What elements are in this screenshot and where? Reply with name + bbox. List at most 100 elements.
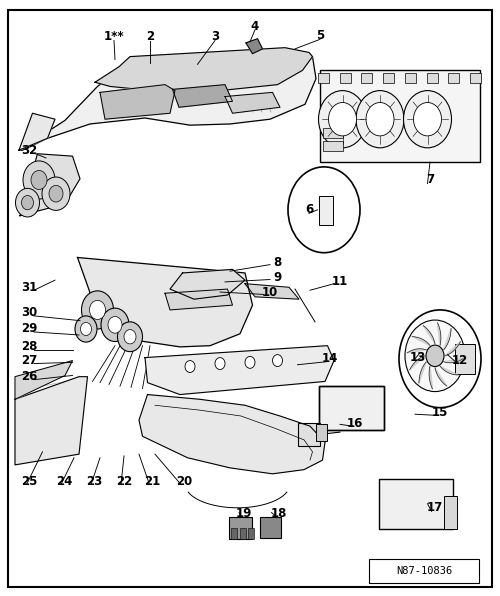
Bar	[322, 141, 342, 151]
Polygon shape	[15, 361, 72, 399]
Text: 2: 2	[146, 30, 154, 44]
Text: 26: 26	[21, 370, 37, 383]
Polygon shape	[15, 377, 88, 465]
Bar	[455, 344, 475, 374]
Polygon shape	[423, 325, 435, 344]
Text: 29: 29	[21, 322, 37, 336]
Polygon shape	[78, 257, 252, 347]
Circle shape	[108, 316, 122, 333]
Circle shape	[49, 185, 63, 202]
Text: 25: 25	[21, 475, 37, 488]
Text: 32: 32	[21, 144, 37, 157]
Bar	[379, 479, 453, 529]
Bar	[319, 386, 384, 430]
Text: 7: 7	[426, 173, 434, 187]
Bar	[470, 73, 481, 83]
Polygon shape	[19, 51, 316, 150]
Polygon shape	[172, 85, 233, 107]
Text: 14: 14	[322, 352, 338, 365]
Circle shape	[22, 195, 34, 210]
Circle shape	[75, 316, 97, 342]
Circle shape	[356, 91, 404, 148]
Text: 5: 5	[316, 29, 324, 42]
Polygon shape	[225, 92, 280, 113]
Bar	[405, 73, 416, 83]
Text: 21: 21	[144, 475, 160, 488]
Text: 10: 10	[262, 285, 278, 299]
Text: N87-10836: N87-10836	[396, 566, 452, 576]
Circle shape	[80, 322, 92, 336]
Polygon shape	[170, 269, 245, 299]
Circle shape	[31, 170, 47, 190]
Circle shape	[288, 167, 360, 253]
Text: 12: 12	[452, 354, 468, 367]
Bar	[444, 496, 456, 529]
Text: 17: 17	[427, 501, 443, 514]
Bar	[260, 517, 281, 538]
Text: 9: 9	[274, 271, 281, 284]
Polygon shape	[407, 349, 426, 353]
Bar	[248, 528, 254, 539]
Bar	[318, 73, 329, 83]
Circle shape	[16, 188, 40, 217]
Polygon shape	[445, 342, 460, 356]
Polygon shape	[444, 328, 451, 350]
Circle shape	[185, 361, 195, 372]
Text: 23: 23	[86, 475, 102, 488]
Circle shape	[101, 308, 129, 342]
Text: 30: 30	[21, 306, 37, 319]
Bar	[319, 386, 384, 430]
Bar	[240, 528, 246, 539]
Text: 20: 20	[176, 475, 192, 488]
Text: 24: 24	[56, 475, 72, 488]
Bar	[316, 424, 327, 441]
Bar	[298, 423, 320, 446]
Text: 6: 6	[305, 203, 313, 216]
Text: 27: 27	[21, 354, 37, 367]
Bar	[362, 73, 372, 83]
Text: 19: 19	[236, 507, 252, 520]
Bar	[231, 528, 237, 539]
Polygon shape	[95, 48, 312, 92]
Bar	[383, 73, 394, 83]
Circle shape	[399, 310, 481, 408]
Polygon shape	[100, 85, 175, 119]
Polygon shape	[444, 359, 463, 363]
Circle shape	[414, 103, 442, 136]
Text: 28: 28	[21, 340, 37, 353]
Circle shape	[90, 300, 106, 319]
Polygon shape	[245, 284, 299, 299]
Text: 8: 8	[274, 256, 281, 269]
Bar	[340, 73, 350, 83]
Polygon shape	[440, 366, 458, 375]
Polygon shape	[145, 346, 334, 395]
Circle shape	[124, 330, 136, 344]
Circle shape	[215, 358, 225, 370]
Text: 4: 4	[251, 20, 259, 33]
Polygon shape	[429, 366, 432, 389]
Bar	[319, 196, 333, 225]
Polygon shape	[435, 368, 447, 386]
Circle shape	[405, 320, 465, 392]
Circle shape	[42, 177, 70, 210]
Text: 13: 13	[410, 351, 426, 364]
Circle shape	[404, 91, 452, 148]
Circle shape	[318, 91, 366, 148]
Circle shape	[82, 291, 114, 329]
Polygon shape	[19, 113, 55, 150]
Bar	[322, 128, 342, 138]
Text: 18: 18	[271, 507, 287, 520]
Text: 11: 11	[332, 275, 348, 288]
Text: 3: 3	[211, 30, 219, 44]
Polygon shape	[165, 289, 232, 310]
Circle shape	[272, 355, 282, 367]
Polygon shape	[246, 39, 262, 54]
Polygon shape	[419, 362, 426, 383]
Polygon shape	[412, 337, 430, 346]
Polygon shape	[410, 356, 425, 370]
Circle shape	[366, 103, 394, 136]
Bar	[426, 73, 438, 83]
Text: 31: 31	[21, 281, 37, 294]
Text: 15: 15	[432, 406, 448, 419]
Circle shape	[118, 322, 142, 352]
